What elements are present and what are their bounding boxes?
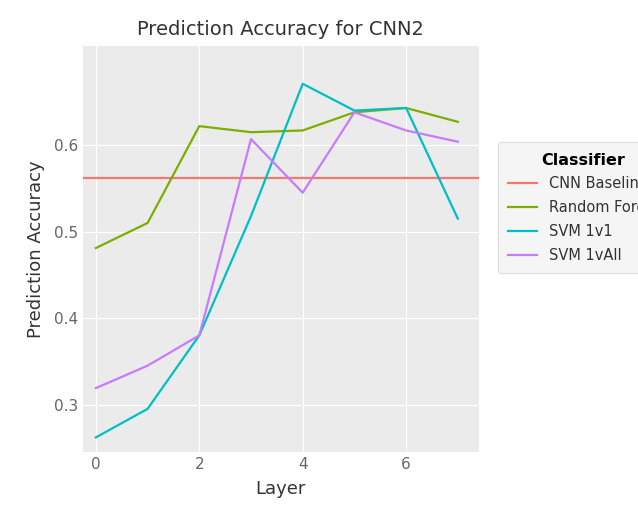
Y-axis label: Prediction Accuracy: Prediction Accuracy	[27, 160, 45, 338]
Legend: CNN Baseline, Random Forest, SVM 1v1, SVM 1vAll: CNN Baseline, Random Forest, SVM 1v1, SV…	[498, 142, 638, 273]
X-axis label: Layer: Layer	[256, 481, 306, 498]
Title: Prediction Accuracy for CNN2: Prediction Accuracy for CNN2	[137, 20, 424, 39]
